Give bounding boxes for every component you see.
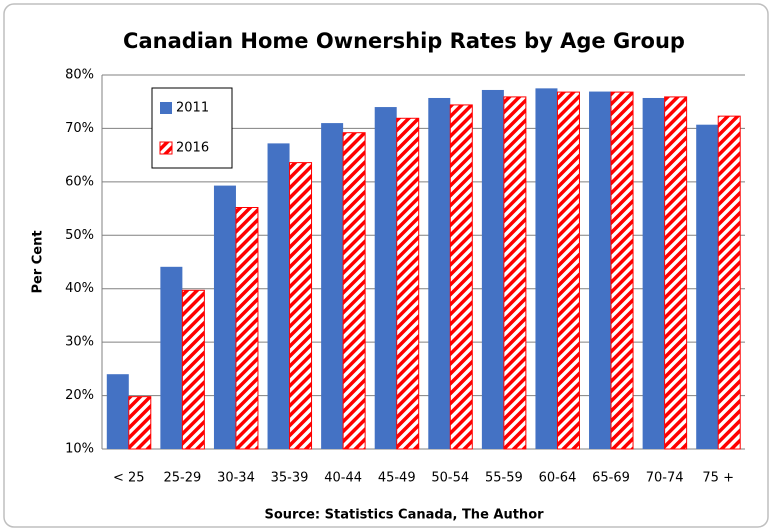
y-tick-label: 40% — [65, 281, 94, 296]
bar — [428, 97, 451, 449]
y-tick-label: 50% — [65, 228, 94, 243]
bar — [481, 89, 504, 450]
bar — [610, 91, 634, 450]
x-tick-label: 65-69 — [592, 471, 630, 486]
y-axis-label: Per Cent — [31, 230, 46, 293]
x-tick-label: 30-34 — [217, 471, 255, 486]
bar — [449, 104, 473, 450]
bar — [106, 374, 129, 449]
y-tick-label: 80% — [65, 68, 94, 83]
y-tick-label: 30% — [65, 335, 94, 350]
bar — [374, 107, 397, 450]
x-tick-label: 25-29 — [163, 471, 201, 486]
legend-label: 2016 — [176, 141, 209, 156]
legend-box — [151, 87, 233, 169]
x-tick-label: 45-49 — [378, 471, 416, 486]
x-tick-label: 75 + — [702, 471, 734, 486]
bar — [342, 132, 366, 450]
bar — [717, 115, 741, 450]
bar — [503, 96, 527, 450]
y-tick-label: 60% — [65, 174, 94, 189]
bar — [267, 143, 290, 450]
x-tick-label: 50-54 — [431, 471, 469, 486]
bar — [213, 185, 236, 449]
bar — [289, 162, 313, 450]
y-tick-label: 10% — [65, 442, 94, 457]
y-tick-label: 20% — [65, 388, 94, 403]
x-tick-label: 55-59 — [485, 471, 523, 486]
bar — [396, 117, 420, 450]
bar — [589, 91, 612, 449]
x-tick-label: 60-64 — [539, 471, 577, 486]
legend-swatch — [159, 141, 173, 155]
bar — [642, 97, 665, 449]
x-tick-label: 40-44 — [324, 471, 362, 486]
y-tick-label: 70% — [65, 121, 94, 136]
bar — [556, 91, 580, 450]
x-tick-label: 35-39 — [271, 471, 309, 486]
bar — [664, 96, 688, 450]
legend-label: 2011 — [176, 101, 209, 116]
chart-title: Canadian Home Ownership Rates by Age Gro… — [123, 29, 685, 53]
source-note: Source: Statistics Canada, The Author — [264, 508, 544, 523]
bar — [535, 88, 558, 449]
bar — [696, 124, 719, 449]
bar — [160, 266, 183, 449]
legend-swatch — [160, 102, 172, 114]
bar — [321, 123, 344, 449]
x-tick-label: 70-74 — [646, 471, 684, 486]
bar — [128, 396, 152, 450]
x-tick-label: < 25 — [113, 471, 145, 486]
bar — [181, 289, 205, 450]
bar — [235, 207, 259, 450]
